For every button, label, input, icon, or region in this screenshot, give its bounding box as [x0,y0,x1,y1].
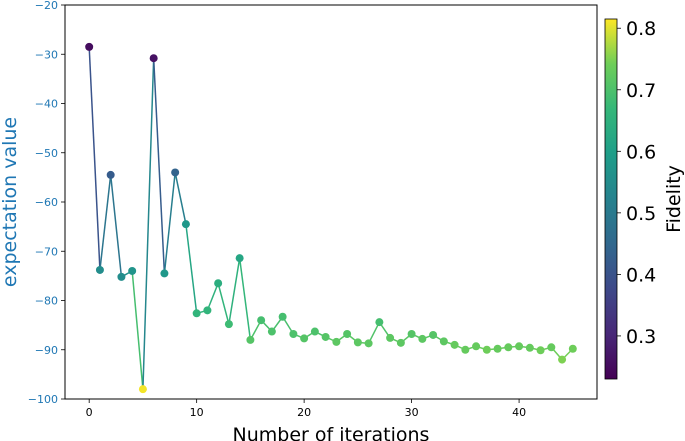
data-point [407,329,416,338]
line-segment [185,224,198,314]
data-point [375,318,384,327]
data-point [289,329,298,338]
y-tick-label: −40 [35,98,58,111]
data-point [149,54,158,63]
data-point [547,343,556,352]
data-point [450,340,459,349]
data-point [493,344,502,353]
data-point [192,309,201,318]
data-point [536,346,545,355]
y-axis-label: expectation value [0,117,21,287]
data-point [439,337,448,346]
data-point [267,327,276,336]
data-point [504,343,513,352]
data-point [85,42,94,51]
series-line [88,46,574,390]
line-segment [217,283,230,325]
line-segment [238,258,252,340]
data-point [558,355,567,364]
line-segment [109,174,123,277]
colorbar-tick-label: 0.6 [626,141,656,163]
data-point [181,220,190,229]
colorbar-ticks: 0.3 0.4 0.5 0.6 0.7 0.8 [617,18,656,348]
colorbar-label: Fidelity [663,165,685,233]
line-segment [99,174,112,271]
data-point [257,316,266,325]
colorbar-tick-label: 0.3 [626,326,656,348]
y-tick-label: −20 [35,0,58,12]
y-tick-label: −70 [35,245,58,258]
data-point [568,344,577,353]
line-segment [131,270,144,390]
data-point [525,343,534,352]
x-tick-label: 40 [512,406,526,419]
line-segment [88,46,101,271]
data-point [214,279,223,288]
y-tick-label: −50 [35,147,58,160]
data-point [310,327,319,336]
data-point [515,342,524,351]
y-tick-label: −60 [35,196,58,209]
data-point [321,332,330,341]
data-point [472,342,481,351]
line-segment [142,58,155,390]
data-point [429,330,438,339]
data-point [95,265,104,274]
y-tick-label: −90 [35,344,58,357]
data-point [418,334,427,343]
data-point [224,320,233,329]
x-tick-label: 10 [190,406,204,419]
x-axis-label: Number of iterations [233,424,430,441]
y-axis: −20 −30 −40 −50 −60 −70 −80 −90 −100 [28,0,65,406]
data-point [106,170,115,179]
x-tick-label: 30 [405,406,419,419]
data-point [300,334,309,343]
x-tick-label: 20 [297,406,311,419]
data-point [278,312,287,321]
colorbar-tick-label: 0.8 [626,18,656,40]
y-tick-label: −80 [35,295,58,308]
data-point [482,345,491,354]
line-segment [206,282,219,311]
data-point [171,168,180,177]
colorbar [604,18,618,380]
data-point [117,272,126,281]
x-axis: 0 10 20 30 40 [86,399,526,419]
data-point [160,269,169,278]
series-points [85,42,577,394]
x-tick-label: 0 [86,406,93,419]
line-segment [163,172,176,274]
y-tick-label: −100 [28,393,58,406]
line-segment [228,258,241,325]
data-point [461,345,470,354]
data-point [128,266,137,275]
y-tick-label: −30 [35,48,58,61]
data-point [386,333,395,342]
line-segment [152,58,166,274]
colorbar-tick-label: 0.4 [626,264,656,286]
data-point [364,339,373,348]
line-segment [174,172,187,225]
data-point [203,306,212,315]
colorbar-tick-label: 0.7 [626,80,656,102]
data-point [332,337,341,346]
data-point [353,338,362,347]
data-point [343,329,352,338]
colorbar-tick-label: 0.5 [626,203,656,225]
data-point [235,254,244,263]
data-point [138,385,147,394]
data-point [396,338,405,347]
data-point [246,335,255,344]
